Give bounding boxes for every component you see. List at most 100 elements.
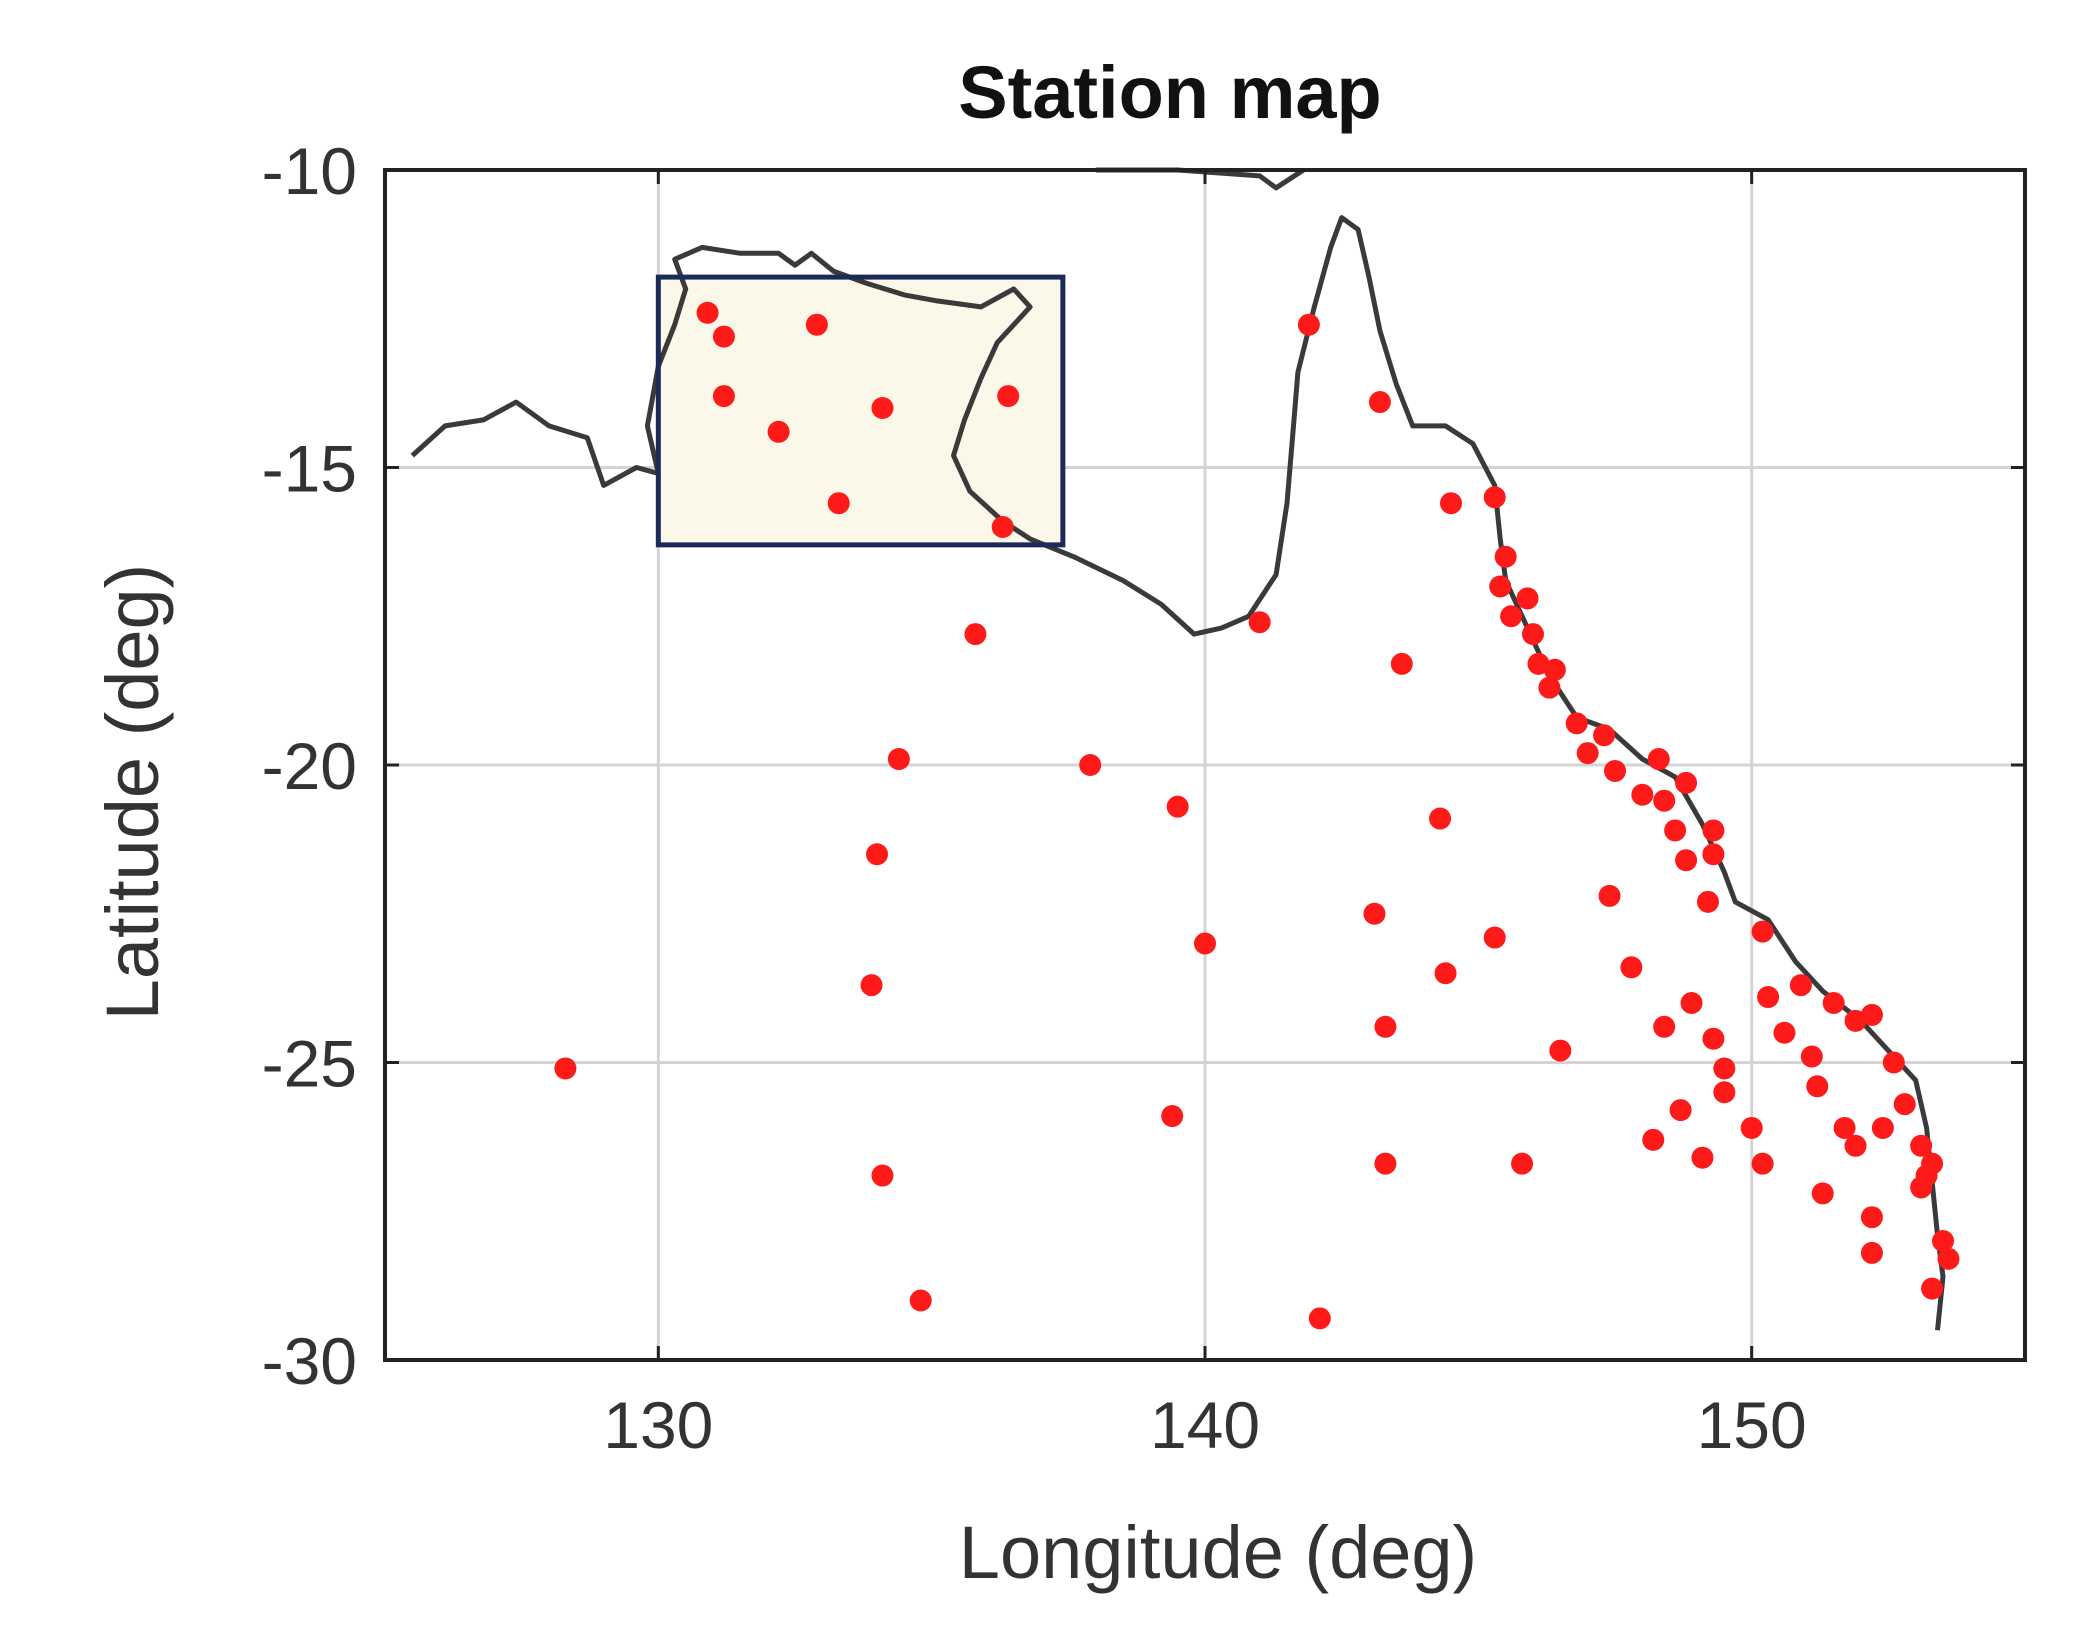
- station-point: [1910, 1176, 1933, 1199]
- station-point: [1543, 658, 1566, 681]
- station-point: [1647, 748, 1670, 771]
- station-point: [1161, 1105, 1184, 1128]
- station-point: [1882, 1051, 1905, 1074]
- station-point: [1522, 623, 1544, 646]
- station-point: [1483, 926, 1506, 949]
- station-point: [1910, 1134, 1933, 1157]
- station-point: [1593, 724, 1616, 747]
- station-point: [1833, 1116, 1856, 1139]
- station-point: [554, 1057, 577, 1080]
- station-point: [1549, 1039, 1572, 1062]
- station-point: [1374, 1015, 1397, 1038]
- y-tick-label: -30: [262, 1324, 357, 1398]
- highlight-box-border: [655, 274, 1066, 548]
- station-point: [1751, 1152, 1774, 1175]
- station-point: [1079, 754, 1102, 776]
- coastline-mainland: [410, 215, 1946, 1331]
- station-point: [1860, 1241, 1883, 1264]
- station-point: [1702, 843, 1725, 866]
- station-point: [1871, 1116, 1894, 1139]
- station-point: [997, 385, 1020, 408]
- station-point: [1308, 1307, 1331, 1330]
- chart-title: Station map: [958, 51, 1381, 134]
- station-point: [1363, 902, 1386, 925]
- station-point: [1702, 819, 1725, 842]
- station-point: [1483, 486, 1506, 509]
- station-point: [1921, 1277, 1944, 1300]
- station-point: [1642, 1128, 1665, 1151]
- station-point: [1675, 771, 1698, 794]
- station-point: [1702, 1027, 1725, 1050]
- station-point: [1757, 986, 1780, 1009]
- station-point: [1844, 1134, 1867, 1157]
- station-point: [1713, 1057, 1736, 1080]
- y-axis-ticks: -10 -15 -20 -25 -30: [262, 134, 2025, 1398]
- station-point: [1664, 819, 1687, 842]
- station-point: [1434, 962, 1457, 985]
- station-point: [1860, 1206, 1883, 1229]
- station-point: [767, 420, 790, 443]
- station-point: [1620, 956, 1643, 979]
- station-point: [1937, 1247, 1960, 1270]
- station-point: [1800, 1045, 1823, 1068]
- station-point: [1680, 992, 1703, 1014]
- station-point: [1489, 575, 1512, 598]
- station-point: [805, 313, 828, 336]
- station-point: [1653, 789, 1676, 812]
- station-point: [1500, 605, 1523, 628]
- station-point: [1494, 545, 1517, 568]
- station-point: [871, 1164, 894, 1187]
- station-point: [1390, 652, 1413, 675]
- station-point: [871, 397, 894, 419]
- station-point: [1297, 313, 1320, 336]
- x-tick-label: 140: [1150, 1388, 1260, 1462]
- station-point: [1893, 1093, 1916, 1116]
- station-point: [860, 974, 883, 997]
- x-axis-ticks: 130 140 150: [603, 170, 1807, 1462]
- station-point: [1696, 890, 1719, 913]
- station-point: [1374, 1152, 1397, 1175]
- station-point: [1740, 1116, 1763, 1139]
- x-tick-label: 150: [1697, 1388, 1807, 1462]
- station-point: [1598, 884, 1621, 907]
- station-point: [1166, 795, 1189, 818]
- y-tick-label: -20: [262, 729, 357, 803]
- station-point: [827, 492, 850, 515]
- station-point: [1773, 1021, 1796, 1044]
- station-point: [1429, 807, 1452, 830]
- station-point: [1921, 1152, 1944, 1175]
- coastline-north: [1095, 167, 1305, 191]
- station-point: [1653, 1015, 1676, 1038]
- station-point: [964, 623, 987, 646]
- x-axis-label: Longitude (deg): [959, 1511, 1477, 1594]
- station-point: [1511, 1152, 1534, 1175]
- station-point: [1860, 1003, 1883, 1026]
- y-tick-label: -25: [262, 1027, 357, 1101]
- station-point: [866, 843, 888, 866]
- y-tick-label: -10: [262, 134, 357, 208]
- station-point: [712, 325, 735, 348]
- station-point: [1691, 1146, 1714, 1169]
- coastline: [410, 167, 1946, 1331]
- x-tick-label: 130: [603, 1388, 713, 1462]
- grid-lines: [385, 168, 2025, 1362]
- station-point: [1194, 932, 1216, 955]
- station-point: [1811, 1182, 1834, 1205]
- station-point: [1932, 1230, 1954, 1252]
- highlight-box-fill: [658, 277, 1063, 545]
- station-point: [1440, 492, 1462, 515]
- station-point: [1631, 783, 1654, 806]
- highlight-region: [658, 277, 1063, 545]
- station-point: [696, 301, 719, 324]
- station-point: [1604, 759, 1626, 782]
- station-point: [1516, 587, 1539, 610]
- station-markers: [554, 301, 1960, 1330]
- station-point: [1806, 1075, 1829, 1098]
- station-point: [1368, 391, 1391, 414]
- station-point: [1789, 974, 1812, 997]
- station-point: [1713, 1081, 1736, 1104]
- station-point: [712, 385, 735, 408]
- y-axis-label: Latitude (deg): [91, 564, 174, 1021]
- station-point: [991, 516, 1014, 538]
